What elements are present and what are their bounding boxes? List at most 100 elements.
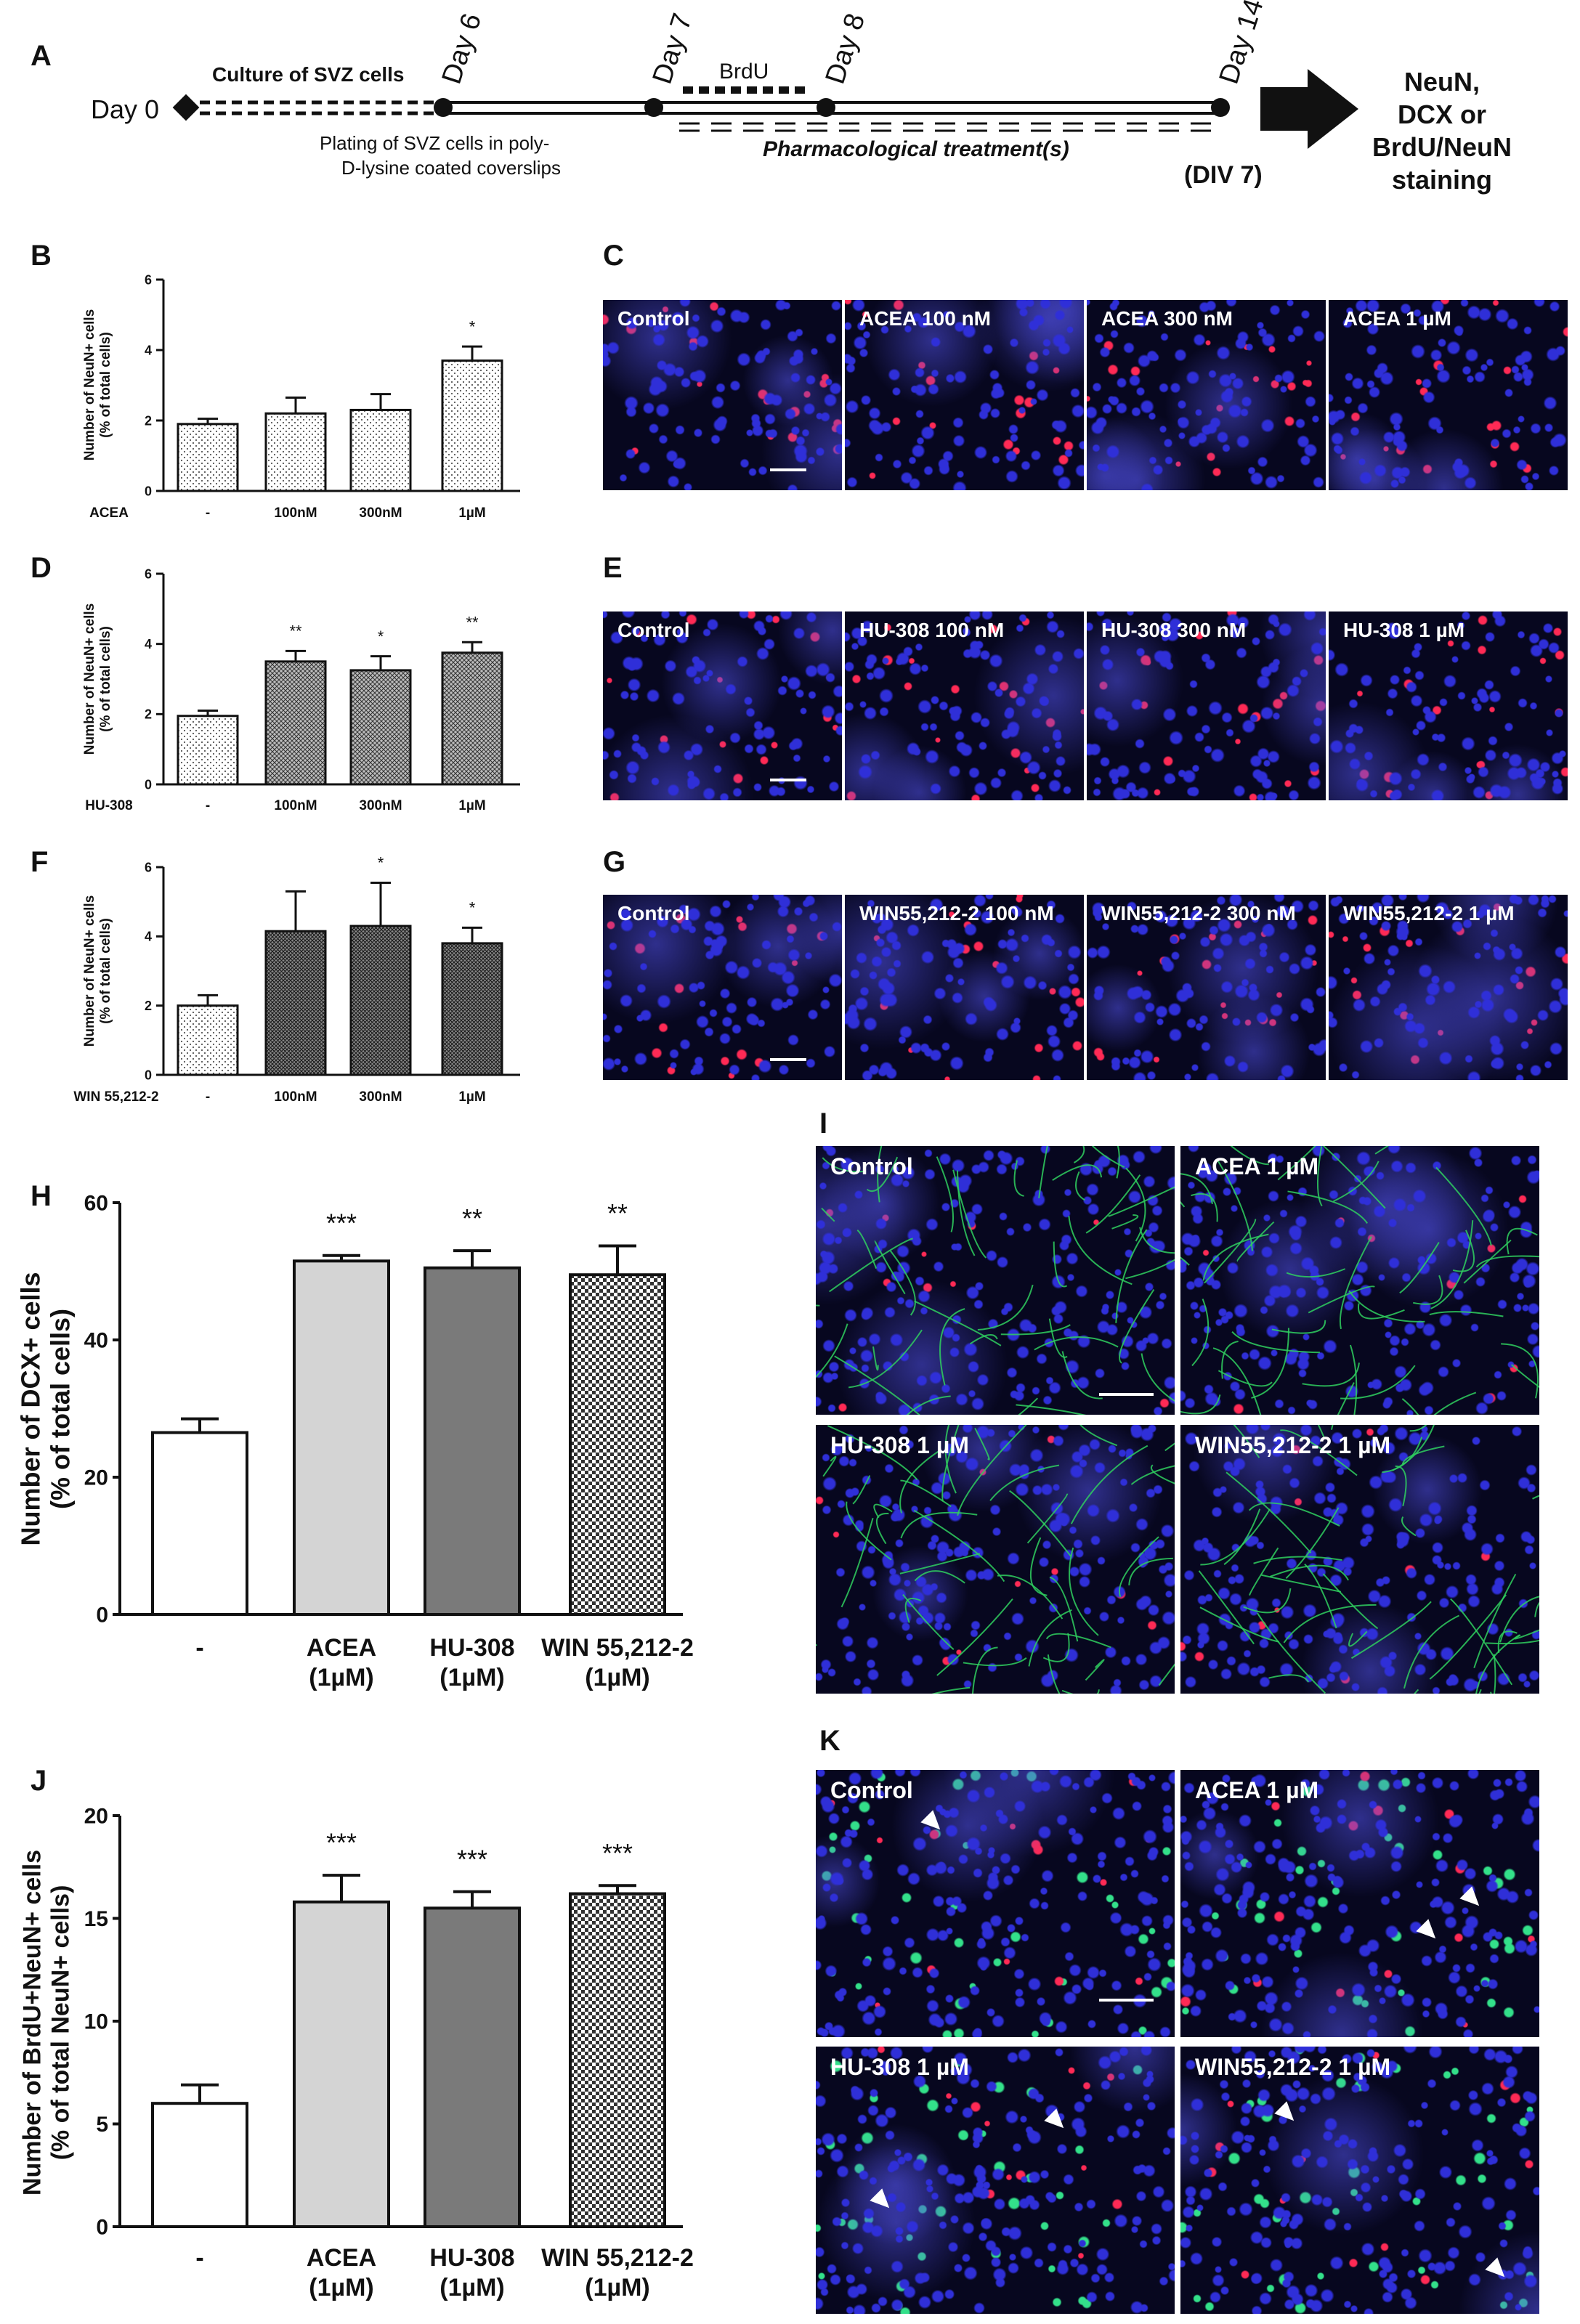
dcx-processes [1180,1146,1539,1415]
plating-line2: D-lysine coated coverslips [341,157,561,179]
significance-label: ** [462,1203,482,1233]
scale-bar [770,1058,806,1061]
y-axis-label: (% of total cells) [98,332,113,438]
neurite [1269,1564,1349,1581]
micrograph-label: ACEA 1 µM [1343,307,1451,330]
micrograph: Control [603,300,842,490]
category-label: (1µM) [439,1664,504,1691]
neurite [1409,1425,1427,1432]
neurite [1079,1425,1118,1447]
neurite [1277,1146,1316,1181]
neurite [1075,1171,1085,1201]
neurite [1223,1508,1261,1565]
neurite [1249,1547,1279,1596]
neurite [1111,1214,1139,1230]
neurite [1401,1445,1445,1465]
neurite [1339,1236,1372,1330]
neurite [1286,1268,1346,1278]
bar [293,1259,390,1616]
panel-letter-k: K [819,1725,840,1757]
dcx-processes [816,1146,1175,1415]
micrograph-label: Control [617,902,690,925]
y-tick-label: 6 [145,566,152,581]
micrograph: HU-308 1 µM [816,1425,1175,1694]
neurite [1452,1230,1475,1272]
neurite [936,1156,955,1232]
neurite [840,1517,874,1608]
scale-bar [770,779,806,781]
arrowhead-icon [1044,2108,1070,2134]
y-tick-label: 10 [84,2010,108,2034]
neurite [816,1323,848,1378]
neurite [852,1475,871,1505]
neurite [1115,1229,1148,1323]
neurite [957,1425,1027,1516]
day6-dot [434,98,453,117]
category-label: HU-308 [429,2244,514,2272]
micrograph-label: WIN55,212-2 100 nM [859,902,1054,925]
neurite [1317,1425,1325,1438]
micrograph: ACEA 1 µM [1180,1770,1539,2037]
neurite [1231,1331,1320,1354]
neurite [1180,1200,1186,1208]
neurite [956,1170,976,1256]
category-label: WIN 55,212-2 [541,2244,694,2272]
y-axis-label: (% of total cells) [46,1309,76,1509]
micrograph: WIN55,212-2 1 µM [1180,2047,1539,2314]
y-tick-label: 0 [145,777,152,792]
neurite [856,1230,878,1269]
neurite [1280,1429,1358,1476]
neurite [1435,1166,1492,1246]
significance-label: * [378,854,384,872]
micrograph-label: WIN55,212-2 1 µM [1195,1432,1391,1458]
neurite [1198,1570,1255,1645]
neurite [914,1570,965,1584]
neurite [1497,1630,1518,1653]
category-label: ACEA [307,2244,376,2272]
micrograph: ACEA 1 µM [1180,1146,1539,1415]
neurite [1128,1557,1173,1586]
bar [293,1900,390,2229]
neurite [1016,1404,1087,1415]
category-label: 100nM [274,798,317,813]
neurite [877,1146,883,1203]
scale-bar [1099,1393,1154,1396]
bar [264,930,327,1076]
neurite [1191,1299,1210,1367]
category-label: - [195,2244,203,2272]
chart-d: 0 2 4 6 Number of NeuN+ cells (% of total cel… [82,566,520,813]
neurite [1225,1471,1312,1553]
dcx-processes [816,1425,1175,1694]
neurite [1429,1311,1504,1317]
y-axis-label: Number of NeuN+ cells [82,604,97,755]
micrograph-label: HU-308 100 nM [859,619,1005,641]
neurite [963,1657,1027,1667]
neurite [1473,1573,1517,1668]
y-axis-label: (% of total cells) [98,918,113,1024]
neurite [972,1646,998,1694]
neurite [1000,1324,1071,1336]
arrowhead-icon [1459,1886,1486,1912]
neurite [1287,1190,1368,1224]
neurite [846,1501,892,1561]
bar [177,423,239,492]
neurite [904,1598,922,1623]
y-tick-label: 60 [84,1192,108,1216]
neurite [1399,1242,1440,1294]
neurite [1049,1576,1079,1642]
bar [424,1266,521,1617]
y-tick-label: 0 [96,2216,108,2240]
arrowhead-icon [1274,2101,1300,2127]
bar [264,660,327,786]
neurite [1463,1239,1512,1284]
neurite [1475,1255,1539,1268]
neurite [1073,1146,1085,1163]
y-tick-label: 0 [145,1068,152,1082]
category-label: WIN 55,212-2 [541,1634,694,1662]
neurite [1395,1465,1407,1506]
neurite [1514,1629,1539,1640]
scale-bar [770,468,806,471]
neurite [899,1553,981,1575]
neurite [1108,1186,1175,1217]
neurite [1130,1465,1175,1485]
